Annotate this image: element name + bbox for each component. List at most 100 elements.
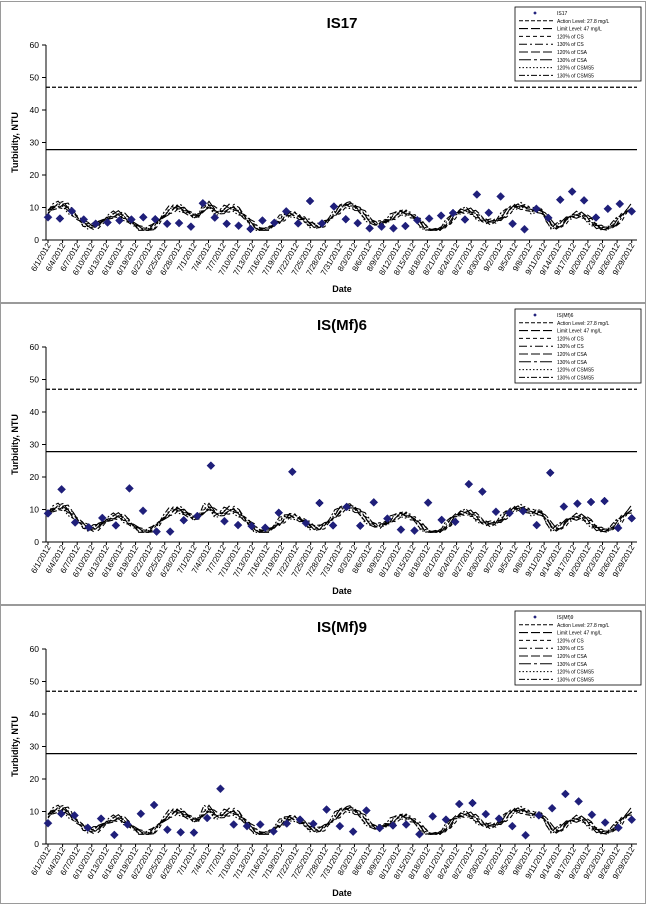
data-point: [591, 213, 601, 222]
data-point: [561, 789, 570, 799]
data-point: [274, 508, 284, 518]
legend-label: 120% of CSA: [557, 50, 588, 56]
legend-label: 120% of CS: [557, 34, 584, 40]
data-point: [468, 798, 477, 808]
data-point: [138, 506, 148, 516]
criterion-line: [47, 502, 633, 533]
data-point: [210, 213, 220, 222]
data-point: [355, 521, 365, 531]
data-point: [305, 196, 315, 206]
data-point: [315, 498, 324, 508]
data-point: [189, 828, 199, 837]
y-axis-label: Turbidity, NTU: [10, 112, 20, 173]
data-point: [574, 797, 583, 806]
data-point: [353, 218, 363, 228]
data-point: [127, 215, 136, 224]
data-point: [84, 523, 94, 532]
data-point: [600, 818, 610, 827]
data-point: [222, 219, 232, 229]
y-tick-label: 0: [34, 839, 39, 849]
data-point: [70, 811, 79, 820]
y-tick-label: 40: [30, 709, 40, 719]
data-point: [547, 803, 557, 813]
data-point: [348, 827, 358, 837]
criterion-line: [47, 502, 633, 533]
data-point: [255, 820, 265, 829]
legend-label: 130% of CS: [557, 344, 584, 350]
data-point: [362, 806, 371, 815]
y-tick-label: 40: [30, 407, 40, 417]
data-point: [478, 487, 487, 496]
y-tick-label: 0: [34, 537, 39, 547]
data-point: [234, 221, 243, 231]
y-tick-label: 60: [30, 40, 40, 50]
y-tick-label: 30: [30, 138, 40, 148]
data-point: [109, 830, 119, 840]
data-point: [206, 461, 216, 470]
y-tick-label: 50: [30, 73, 40, 83]
data-point: [436, 211, 446, 220]
data-point: [415, 829, 424, 839]
data-point: [138, 212, 148, 222]
data-point: [532, 520, 542, 530]
data-point: [543, 213, 553, 223]
legend-label: Action Level: 27.8 mg/L: [557, 321, 609, 327]
data-point: [521, 830, 530, 840]
data-point: [567, 187, 577, 196]
legend-label: 120% of CSA: [557, 352, 588, 358]
data-point: [163, 825, 172, 835]
chart-panel-is17: IS17 0 10 20 30 40 50 60 Turbidity, NTU 6/1/2012 6…: [0, 1, 646, 303]
data-point: [448, 208, 458, 218]
data-point: [410, 526, 419, 535]
data-point: [335, 821, 345, 831]
legend-label: Limit Level: 47 mg/L: [557, 27, 602, 33]
data-point: [293, 219, 303, 228]
y-tick-label: 30: [30, 742, 40, 752]
legend-label: IS(Mf)9: [557, 615, 574, 621]
y-tick-label: 40: [30, 105, 40, 115]
data-point: [481, 809, 491, 819]
criterion-line: [47, 503, 632, 533]
data-point: [412, 215, 422, 225]
data-point: [67, 206, 77, 216]
data-point: [401, 221, 410, 231]
y-tick-label: 60: [30, 342, 40, 352]
chart-panel-ismf6: IS(Mf)6 0 10 20 30 40 50 60 Turbidity, NTU 6/1/20…: [0, 303, 646, 605]
legend-label: IS17: [557, 11, 568, 17]
data-point: [377, 222, 386, 232]
data-point: [450, 517, 460, 527]
criterion-line: [47, 804, 633, 835]
data-point: [57, 484, 66, 494]
data-point: [269, 218, 279, 228]
data-point: [97, 513, 107, 523]
data-point: [437, 515, 447, 525]
chart-panel-ismf9: IS(Mf)9 0 10 20 30 40 50 60 Turbidity, NTU 6/1/20…: [0, 605, 646, 904]
data-point: [627, 815, 637, 824]
data-point: [269, 826, 278, 836]
data-point: [103, 218, 112, 227]
chart-title: IS17: [327, 15, 358, 32]
data-point: [152, 527, 161, 536]
data-point: [507, 821, 517, 831]
data-point: [518, 506, 528, 516]
legend-label: Action Level: 27.8 mg/L: [557, 623, 609, 629]
data-point: [573, 499, 582, 509]
x-axis-label: Date: [332, 888, 352, 898]
data-point: [532, 204, 541, 214]
data-point: [174, 218, 184, 228]
data-point: [423, 498, 433, 508]
y-tick-label: 50: [30, 375, 40, 385]
data-point: [282, 819, 292, 828]
data-point: [342, 502, 351, 512]
data-point: [460, 215, 470, 224]
data-point: [242, 821, 252, 831]
legend-label: 130% of CSA: [557, 58, 588, 64]
y-tick-label: 50: [30, 677, 40, 687]
legend-label: 130% of CS: [557, 42, 584, 48]
legend-label: 130% of CSMS5: [557, 375, 594, 381]
data-point: [162, 219, 172, 229]
data-point: [186, 222, 196, 232]
criterion-line: [47, 505, 633, 533]
data-point: [341, 214, 351, 224]
